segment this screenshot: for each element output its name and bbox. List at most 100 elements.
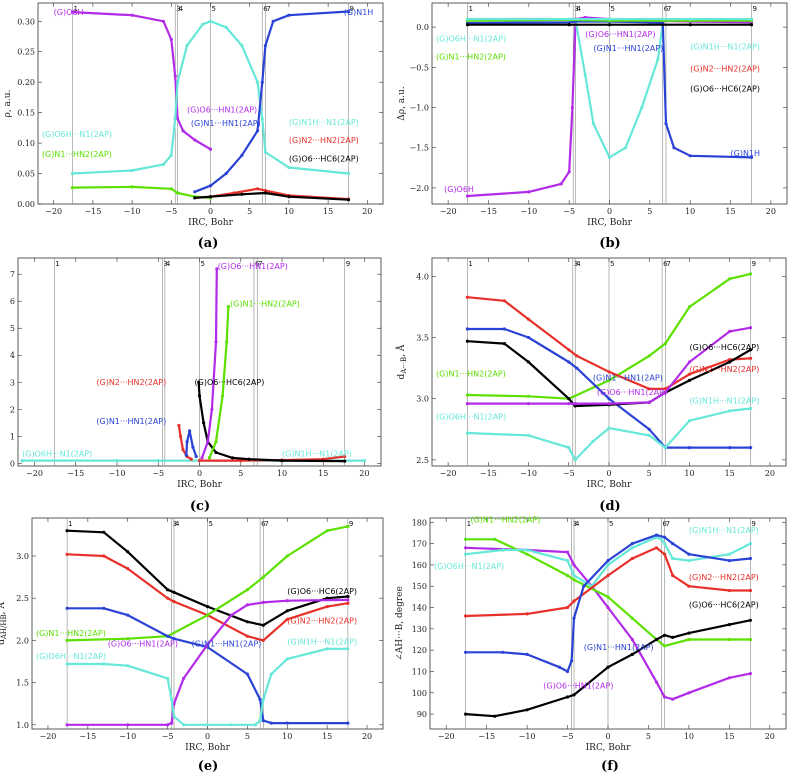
data-point [325,529,329,533]
x-axis-label: IRC, Bohr [586,743,631,753]
data-point [654,680,659,684]
data-point [263,189,267,193]
stationary-label: 7 [667,5,671,13]
series-line [67,607,348,725]
y-tick-label: −1.0 [410,104,429,113]
data-point [194,454,198,459]
series-annotation: (G)O6H···N1(2AP) [22,450,92,459]
x-tick-label: −15 [480,469,497,478]
data-point [464,712,468,716]
data-point [572,616,576,620]
data-point [261,623,265,627]
data-point [573,458,577,462]
data-point [630,546,634,550]
data-point [245,588,249,592]
series-annotation: (G)O6···HC6(2AP) [689,601,759,610]
data-point [688,17,692,21]
data-point [191,445,195,449]
stationary-label: 1 [467,520,471,528]
data-point [208,19,213,23]
data-point [687,360,692,364]
data-point [607,155,612,159]
y-tick-label: 7 [10,270,15,279]
stationary-label: 3 [574,260,578,268]
data-point [181,448,185,452]
data-point [525,708,529,712]
y-tick-label: 90 [417,710,427,719]
data-point [285,554,289,558]
data-point [205,723,210,727]
x-tick-label: 15 [724,732,734,741]
data-point [240,44,244,48]
data-point [606,573,610,578]
data-point [253,723,257,727]
x-tick-label: 0 [197,469,202,478]
data-point [727,637,732,642]
panel-label: (f) [601,759,619,774]
data-point [287,13,291,17]
series-annotation: (G)N1H···N1(2AP) [287,638,357,647]
data-point [172,600,176,604]
data-point [647,354,651,358]
x-tick-label: −5 [152,469,164,478]
data-point [271,19,275,23]
data-point [654,533,659,537]
data-point [182,723,186,727]
series-line [194,10,349,193]
data-point [567,23,571,27]
x-axis-label: IRC, Bohr [188,218,233,228]
data-point [565,559,570,563]
x-axis-label: IRC, Bohr [587,480,632,490]
data-point [526,317,531,321]
y-tick-label: 2 [10,405,15,414]
stationary-label: 5 [212,5,216,13]
x-tick-label: −15 [79,732,96,741]
data-point [258,697,262,702]
data-point [525,552,529,556]
data-point [65,606,69,610]
data-point [664,122,668,126]
data-point [464,552,468,556]
data-point [170,697,174,702]
series-group [464,533,753,718]
data-point [161,162,166,166]
x-tick-label: 10 [282,732,292,741]
data-point [663,535,667,539]
series-group [70,9,351,202]
y-tick-label: 0.15 [17,109,35,118]
data-point [169,37,173,42]
data-point [640,105,644,110]
data-point [570,105,575,110]
data-point [197,459,202,463]
data-point [465,194,470,198]
panel-label: (d) [599,499,620,514]
x-tick-label: 10 [284,207,294,216]
series-annotation: (G)N1···HN1(2AP) [593,373,663,382]
data-point [181,129,185,133]
data-point [263,191,267,195]
data-point [255,80,260,84]
stationary-label: 5 [201,260,205,268]
data-point [663,644,667,648]
y-tick-label: 170 [412,540,427,549]
data-point [567,20,571,24]
data-point [572,693,576,697]
data-point [591,122,596,126]
series-annotation: (G)O6···HN1(2AP) [108,639,178,648]
data-point [607,23,612,27]
data-point [687,559,691,563]
x-tick-label: 10 [685,207,695,216]
data-point [526,394,531,398]
data-point [126,567,130,571]
data-point [727,552,732,556]
x-tick-label: −10 [520,469,537,478]
data-point [20,459,24,463]
series-group [20,267,367,463]
series-annotation: (G)O6H [444,185,474,194]
data-point [185,440,189,444]
stationary-label: 4 [175,520,180,528]
data-point [245,603,249,607]
data-point [501,650,505,654]
data-point [285,609,289,613]
data-point [65,552,69,556]
